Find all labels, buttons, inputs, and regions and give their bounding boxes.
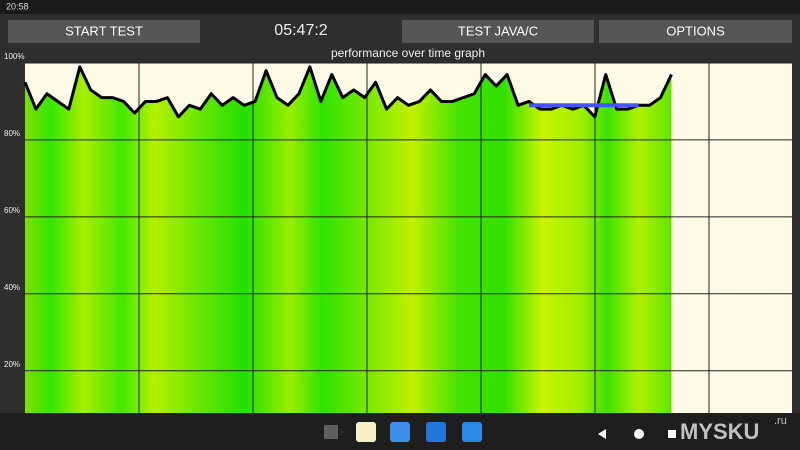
button[interactable] — [8, 20, 200, 43]
watermark-suffix: .ru — [774, 415, 787, 427]
status-bar — [0, 0, 800, 14]
apps-icon[interactable] — [324, 425, 338, 439]
y-tick-label: 100% — [4, 52, 24, 61]
app-icon[interactable] — [356, 422, 376, 442]
y-tick-label: 40% — [4, 283, 20, 292]
button-label[interactable]: START TEST — [65, 23, 143, 38]
button[interactable] — [402, 20, 594, 43]
home-button[interactable] — [634, 429, 644, 439]
y-tick-label: 20% — [4, 360, 20, 369]
button-label[interactable]: OPTIONS — [666, 23, 725, 38]
button[interactable] — [599, 20, 792, 43]
gallery-icon[interactable] — [390, 422, 410, 442]
graph-title: performance over time graph — [331, 46, 485, 60]
watermark: MYSKU — [680, 419, 759, 444]
status-time: 20:58 — [6, 1, 29, 11]
area-fill — [25, 66, 672, 413]
app-icon[interactable] — [426, 422, 446, 442]
camera-icon[interactable] — [462, 422, 482, 442]
back-button[interactable] — [598, 429, 606, 439]
y-tick-label: 60% — [4, 206, 20, 215]
recents-button[interactable] — [668, 430, 676, 438]
button-label[interactable]: TEST JAVA/C — [458, 23, 538, 38]
timer: 05:47:2 — [274, 22, 327, 39]
y-tick-label: 80% — [4, 129, 20, 138]
